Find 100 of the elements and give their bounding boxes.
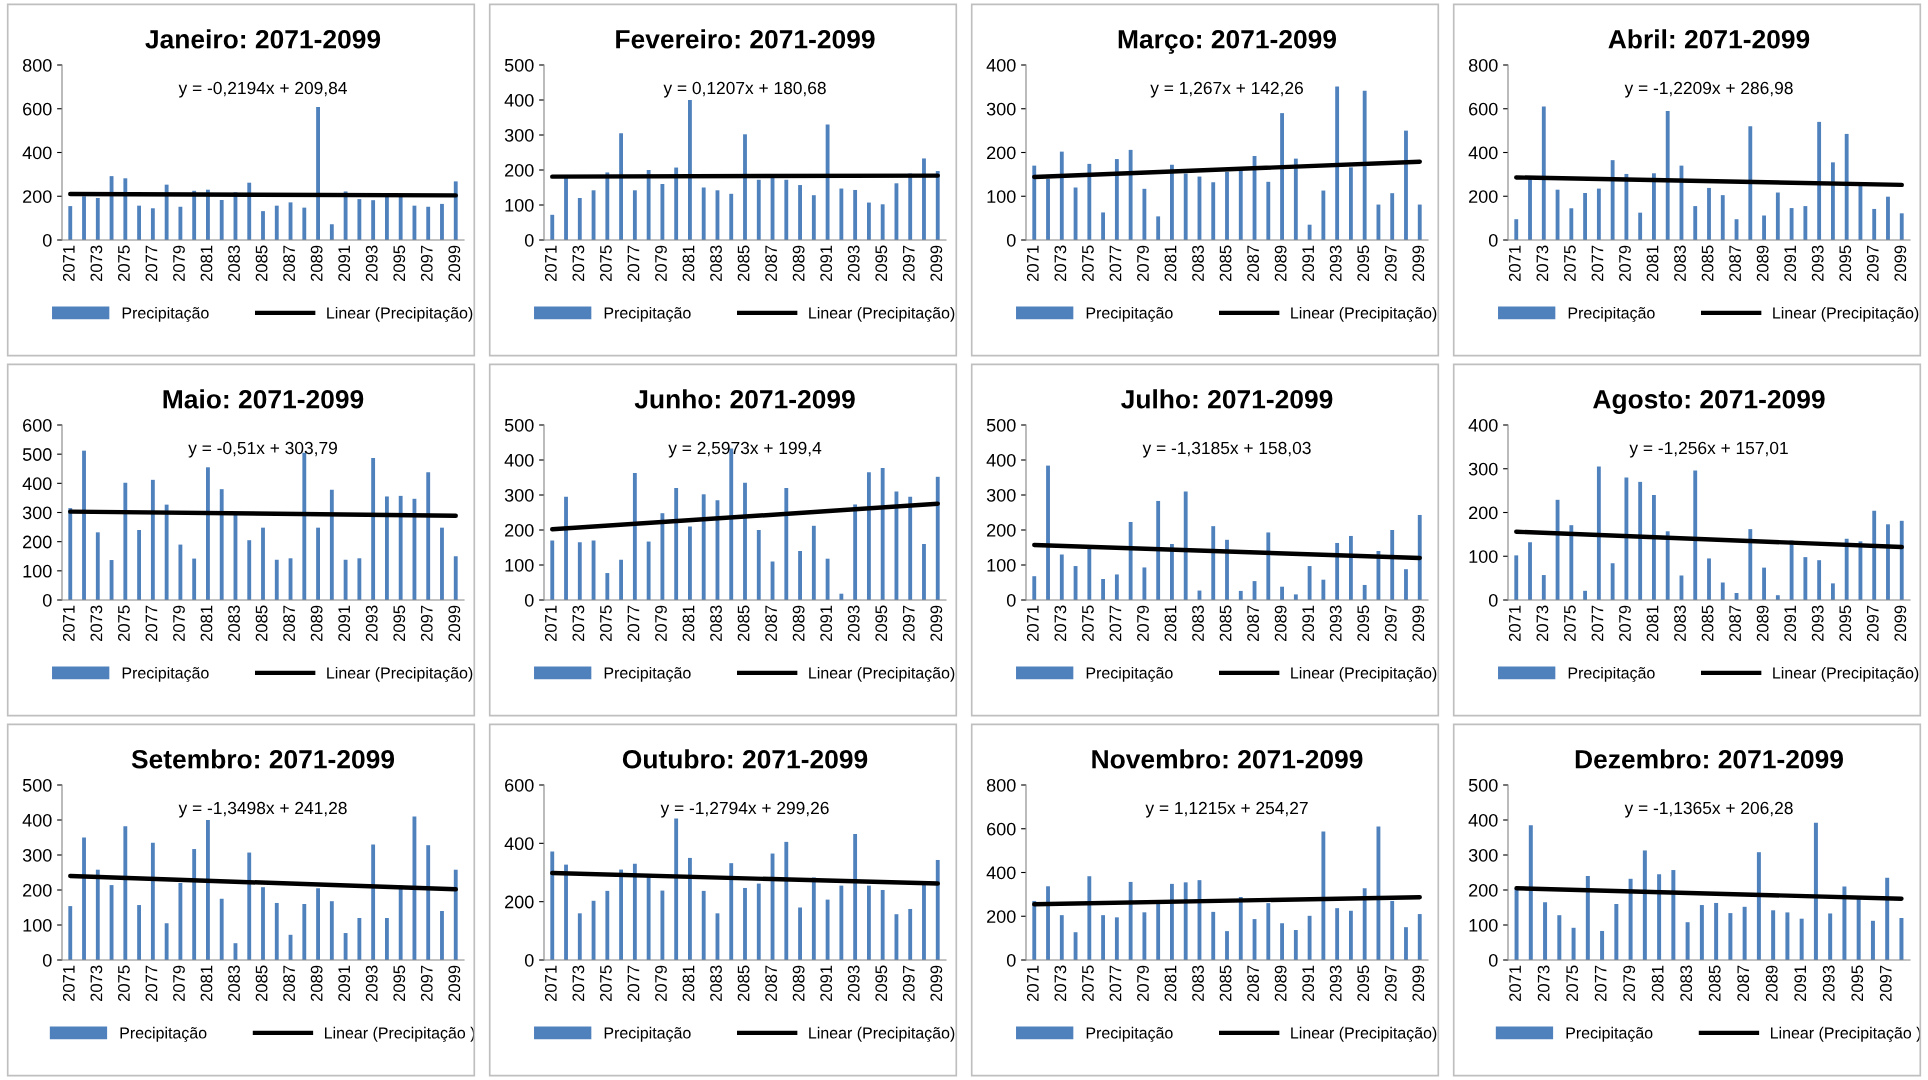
bar [619, 559, 624, 600]
bar [811, 525, 816, 600]
legend-label: Linear (Precipitação) [1773, 306, 1919, 322]
bar [357, 918, 362, 960]
bar [68, 906, 73, 960]
bar [164, 504, 169, 600]
legend-label: Linear (Precipitação) [1291, 1026, 1437, 1042]
bar [1665, 110, 1670, 240]
bar [839, 885, 844, 960]
bar [1699, 905, 1704, 960]
bar [1569, 525, 1574, 600]
bar [660, 890, 665, 960]
y-tick-label: 300 [504, 128, 534, 142]
chart-title: Fevereiro: 2071-2099 [616, 29, 875, 49]
x-tick-label: 2089 [1274, 245, 1287, 282]
x-tick-label: 2075 [118, 245, 130, 282]
y-tick-label: 500 [504, 418, 534, 432]
bar [1335, 908, 1340, 960]
bar [1390, 530, 1395, 600]
bar [1585, 876, 1590, 960]
bar [219, 898, 224, 960]
bar [1348, 167, 1353, 240]
bar [1638, 212, 1643, 240]
x-tick-label: 2087 [1247, 245, 1260, 282]
bar [688, 526, 692, 600]
x-tick-label: 2083 [1680, 965, 1693, 1002]
bar [95, 198, 100, 240]
bar [619, 133, 624, 240]
x-tick-label: 2075 [1564, 605, 1576, 642]
chart-title: Novembro: 2071-2099 [1092, 749, 1363, 769]
bar [701, 187, 706, 240]
x-tick-label: 2083 [710, 245, 722, 282]
bar [371, 844, 376, 960]
x-tick-label: 2077 [145, 965, 158, 1002]
bar [1785, 912, 1790, 960]
bar [1362, 584, 1367, 600]
bar [247, 182, 252, 240]
legend-label: Linear (Precipitação ) [1771, 1026, 1921, 1042]
bar [577, 542, 582, 600]
bar [1528, 178, 1532, 240]
x-tick-label: 2091 [338, 245, 351, 282]
bar [1238, 590, 1243, 600]
x-tick-label: 2097 [1384, 245, 1397, 282]
y-tick-label: 200 [987, 146, 1016, 160]
bar [1614, 904, 1619, 960]
x-tick-label: 2087 [1247, 965, 1260, 1002]
x-tick-label: 2091 [1784, 605, 1797, 642]
bar [564, 864, 568, 960]
x-tick-label: 2071 [1509, 965, 1522, 1002]
x-tick-label: 2097 [902, 605, 915, 642]
legend-label: Precipitação [1086, 306, 1173, 322]
bar [261, 887, 265, 960]
bar [743, 887, 747, 960]
x-tick-label: 2079 [1623, 965, 1636, 1002]
legend-label: Linear (Precipitação) [1773, 666, 1919, 682]
bar [729, 193, 734, 240]
bar [1170, 164, 1174, 240]
annotation: y = 2,5973x + 199,4 [668, 441, 822, 458]
y-tick-label: 300 [22, 506, 52, 520]
bar [1707, 187, 1711, 240]
bar [1156, 902, 1161, 960]
bar [178, 206, 183, 240]
bar [164, 923, 169, 960]
y-tick-label: 600 [1469, 102, 1498, 116]
x-tick-label: 2093 [365, 605, 378, 642]
bar [1211, 911, 1216, 960]
bar [343, 559, 348, 600]
x-tick-label: 2093 [365, 245, 378, 282]
x-tick-label: 2075 [1082, 965, 1094, 1002]
x-tick-label: 2087 [765, 965, 778, 1002]
bar [784, 179, 789, 240]
bar [1870, 920, 1875, 960]
bar [1817, 121, 1822, 240]
bar [1610, 160, 1615, 240]
bar [605, 573, 610, 600]
bar [853, 189, 858, 240]
bar [1211, 526, 1216, 600]
bar [1417, 204, 1422, 240]
bar [1266, 903, 1271, 960]
legend-label: Linear (Precipitação) [327, 306, 473, 322]
bar [1596, 466, 1601, 600]
x-tick-label: 2081 [1164, 605, 1177, 642]
bar [1571, 927, 1576, 960]
bar [1238, 170, 1243, 240]
x-tick-label: 2099 [1412, 245, 1425, 282]
bar [123, 826, 128, 960]
bar [1885, 877, 1890, 960]
y-tick-label: 400 [986, 58, 1016, 72]
bar [1293, 158, 1298, 240]
x-tick-label: 2081 [682, 965, 695, 1002]
x-tick-label: 2087 [1247, 605, 1260, 642]
x-tick-label: 2099 [930, 965, 943, 1002]
bar [1390, 900, 1395, 960]
x-tick-label: 2095 [393, 245, 406, 282]
chart-title: Agosto: 2071-2099 [1593, 389, 1825, 414]
bar [1390, 193, 1395, 240]
x-tick-label: 2097 [902, 965, 915, 1002]
bar [1032, 576, 1037, 600]
bar [1404, 927, 1408, 960]
x-tick-label: 2077 [1109, 965, 1122, 1002]
